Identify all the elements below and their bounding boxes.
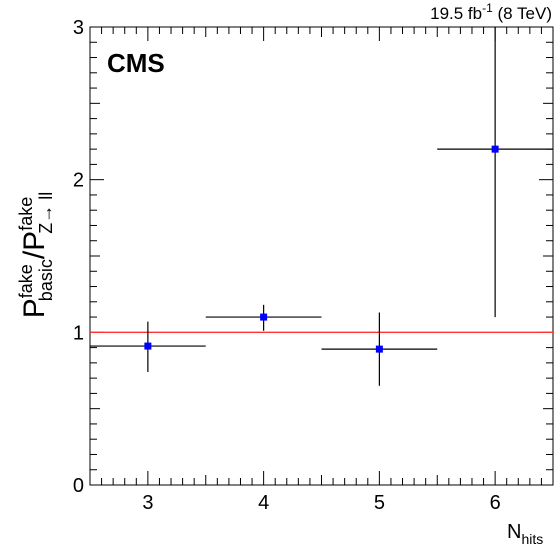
x-tick-label: 4 [258, 492, 269, 514]
data-points [90, 27, 553, 386]
data-point-marker [260, 313, 268, 321]
y-tick-labels: 0 1 2 3 [73, 17, 84, 497]
y-axis-label: Pfakebasic/PfakeZ→ ll [16, 192, 56, 318]
y-tick-label: 0 [73, 475, 84, 497]
axis-ticks [89, 26, 554, 486]
x-tick-label: 5 [374, 492, 385, 514]
plot-frame [89, 26, 554, 486]
y-tick-label: 3 [73, 17, 84, 39]
x-tick-label: 3 [142, 492, 153, 514]
experiment-label: CMS [107, 48, 165, 78]
data-point-group [90, 321, 206, 373]
y-tick-label: 2 [73, 170, 84, 192]
data-point-group [437, 27, 553, 318]
y-tick-label: 1 [73, 322, 84, 344]
x-axis-label: Nhits [507, 521, 543, 547]
data-point-group [321, 312, 438, 386]
svg-text:Pfakebasic/PfakeZ→ ll: Pfakebasic/PfakeZ→ ll [16, 192, 56, 318]
data-point-marker [144, 342, 152, 350]
x-tick-labels: 3 4 5 6 [142, 492, 500, 514]
x-tick-label: 6 [490, 492, 501, 514]
data-point-marker [375, 345, 383, 353]
luminosity-label: 19.5 fb-1 (8 TeV) [430, 1, 552, 23]
data-point-group [205, 304, 322, 331]
data-point-marker [491, 145, 499, 153]
